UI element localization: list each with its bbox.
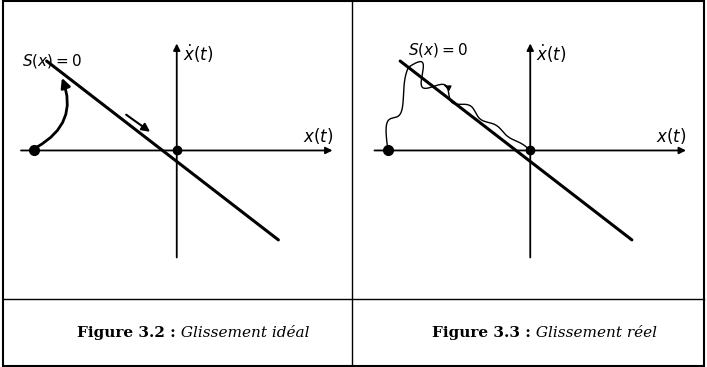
- Text: $S(x)=0$: $S(x)=0$: [409, 41, 468, 59]
- Text: $x(t)$: $x(t)$: [303, 126, 333, 146]
- Text: $x(t)$: $x(t)$: [656, 126, 686, 146]
- Text: $\dot{x}(t)$: $\dot{x}(t)$: [183, 43, 214, 65]
- Text: $S(x)=0$: $S(x)=0$: [23, 52, 82, 70]
- Text: Glissement réel: Glissement réel: [532, 326, 658, 340]
- Text: Figure 3.2 :: Figure 3.2 :: [77, 326, 175, 340]
- Text: $\dot{x}(t)$: $\dot{x}(t)$: [537, 43, 567, 65]
- Text: Figure 3.3 :: Figure 3.3 :: [433, 326, 532, 340]
- Text: Glissement idéal: Glissement idéal: [175, 326, 309, 340]
